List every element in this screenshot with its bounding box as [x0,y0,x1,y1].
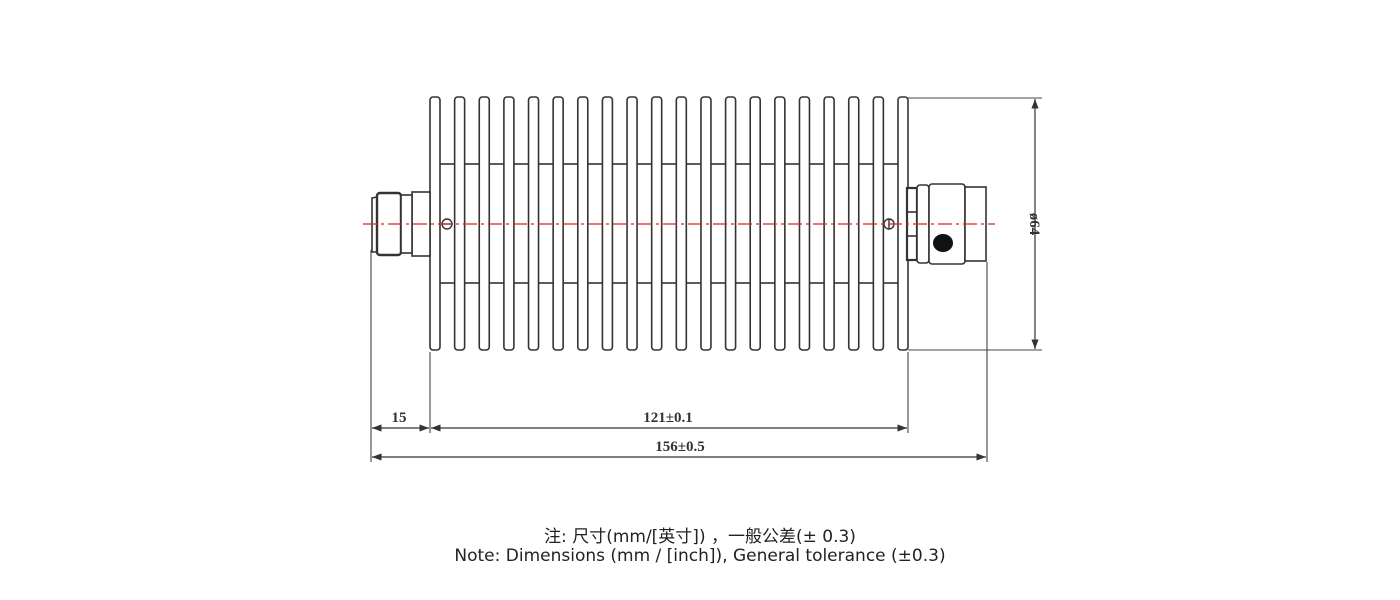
note-english: Note: Dimensions (mm / [inch]), General … [454,546,946,566]
heatsink-crossbars [440,163,898,284]
heatsink-fin [724,96,737,351]
dim-label-15: 15 [392,410,407,426]
extension-lines [370,97,1042,462]
note-chinese: 注: 尺寸(mm/[英寸]) ，一般公差(± 0.3) [544,527,856,547]
heatsink-fin [576,96,589,351]
heatsink-fin [700,96,712,351]
dim-label-121: 121±0.1 [643,410,692,426]
dim-label-diameter: ø64 [1026,213,1042,236]
heatsink-fin [626,96,638,351]
dim-label-156: 156±0.5 [655,439,704,455]
heatsink-fin [478,96,491,351]
heatsink-fin [601,96,614,351]
